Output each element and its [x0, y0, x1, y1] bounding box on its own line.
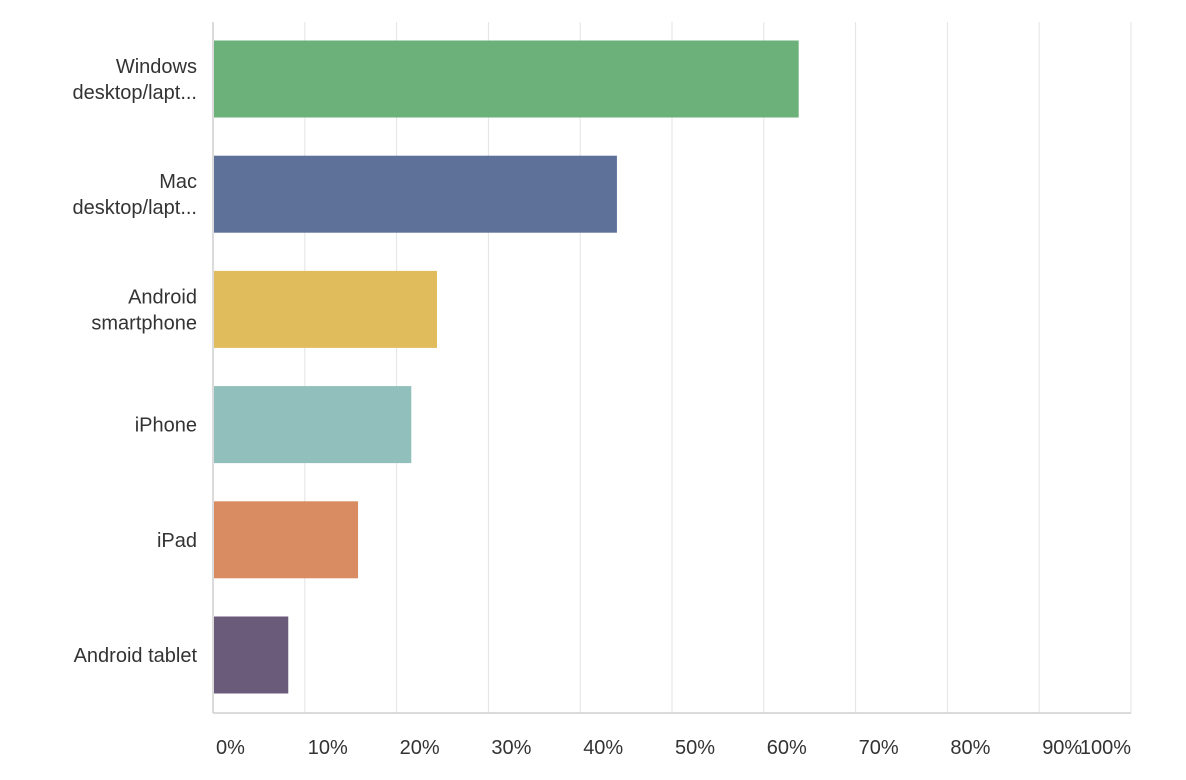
- x-tick-label: 0%: [216, 737, 245, 759]
- bar: [214, 40, 799, 118]
- x-tick-label: 80%: [950, 737, 990, 759]
- x-tick-label: 20%: [400, 737, 440, 759]
- bar: [214, 616, 289, 694]
- bar: [214, 501, 359, 579]
- x-tick-label: 30%: [491, 737, 531, 759]
- x-tick-label: 50%: [675, 737, 715, 759]
- axes: [212, 22, 1131, 714]
- category-label: desktop/lapt...: [72, 197, 197, 219]
- x-tick-label: 100%: [1080, 737, 1131, 759]
- category-label: Mac: [159, 171, 197, 193]
- category-label: Android tablet: [74, 645, 198, 667]
- bar: [214, 155, 617, 233]
- category-label: desktop/lapt...: [72, 82, 197, 104]
- category-label: Android: [128, 286, 197, 308]
- x-tick-label: 60%: [767, 737, 807, 759]
- bars: [214, 40, 799, 694]
- x-tick-label: 40%: [583, 737, 623, 759]
- category-label: smartphone: [91, 312, 197, 334]
- x-tick-label: 70%: [859, 737, 899, 759]
- bar: [214, 386, 412, 464]
- x-tick-labels: 0% 10% 20% 30% 40% 50% 60% 70% 80% 90%100%: [216, 737, 1131, 759]
- bar: [214, 270, 437, 348]
- category-label: Windows: [116, 56, 197, 78]
- category-label: iPhone: [135, 415, 197, 437]
- x-tick-label: 10%: [308, 737, 348, 759]
- category-label: iPad: [157, 530, 197, 552]
- x-tick-label: 90%: [1042, 737, 1082, 759]
- category-labels: Windows desktop/lapt... Mac desktop/lapt...…: [72, 56, 197, 667]
- gridlines: [304, 22, 1132, 713]
